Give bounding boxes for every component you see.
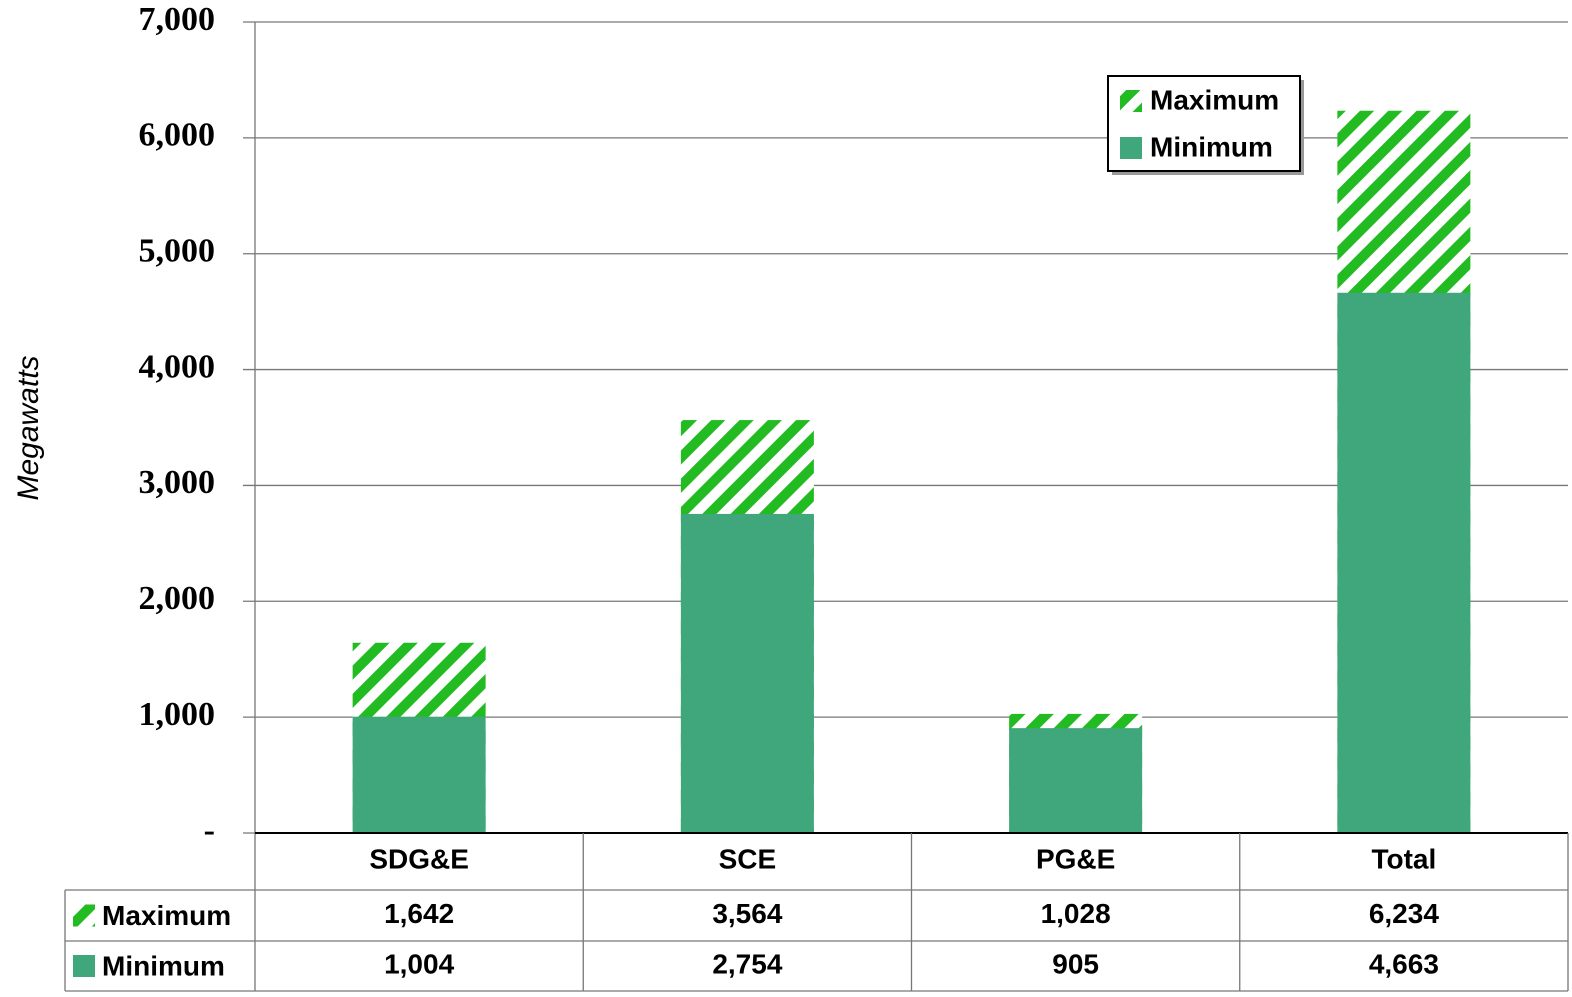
y-tick-label: 5,000 <box>139 233 216 270</box>
x-tick-label: SDG&E <box>369 843 469 874</box>
y-tick-label: 2,000 <box>139 580 216 617</box>
table-row-label: Minimum <box>102 950 225 981</box>
table-value: 1,004 <box>384 948 454 979</box>
bar <box>680 513 814 833</box>
table-value: 6,234 <box>1369 898 1439 929</box>
x-tick-label: SCE <box>719 843 777 874</box>
table-legend-swatch <box>73 904 95 927</box>
y-tick-label: 1,000 <box>139 696 216 733</box>
legend-swatch <box>1120 137 1142 159</box>
table-value: 905 <box>1052 948 1099 979</box>
y-tick-label: 7,000 <box>139 1 216 38</box>
x-tick-label: Total <box>1371 843 1436 874</box>
y-tick-label: 6,000 <box>139 117 216 154</box>
table-value: 1,028 <box>1041 898 1111 929</box>
bar <box>352 716 486 833</box>
table-row-label: Maximum <box>102 900 231 931</box>
y-axis-label: Megawatts <box>12 355 45 500</box>
y-tick-label: - <box>204 812 215 849</box>
table-value: 4,663 <box>1369 948 1439 979</box>
table-value: 2,754 <box>712 948 782 979</box>
y-tick-label: 4,000 <box>139 348 216 385</box>
bar <box>1009 728 1143 833</box>
y-tick-label: 3,000 <box>139 464 216 501</box>
legend-swatch <box>1120 90 1142 112</box>
table-legend-swatch <box>73 955 95 977</box>
legend-label: Minimum <box>1150 131 1273 162</box>
table-value: 3,564 <box>712 898 782 929</box>
bar <box>1337 292 1471 833</box>
table-value: 1,642 <box>384 898 454 929</box>
x-tick-label: PG&E <box>1036 843 1115 874</box>
legend-label: Maximum <box>1150 84 1279 115</box>
